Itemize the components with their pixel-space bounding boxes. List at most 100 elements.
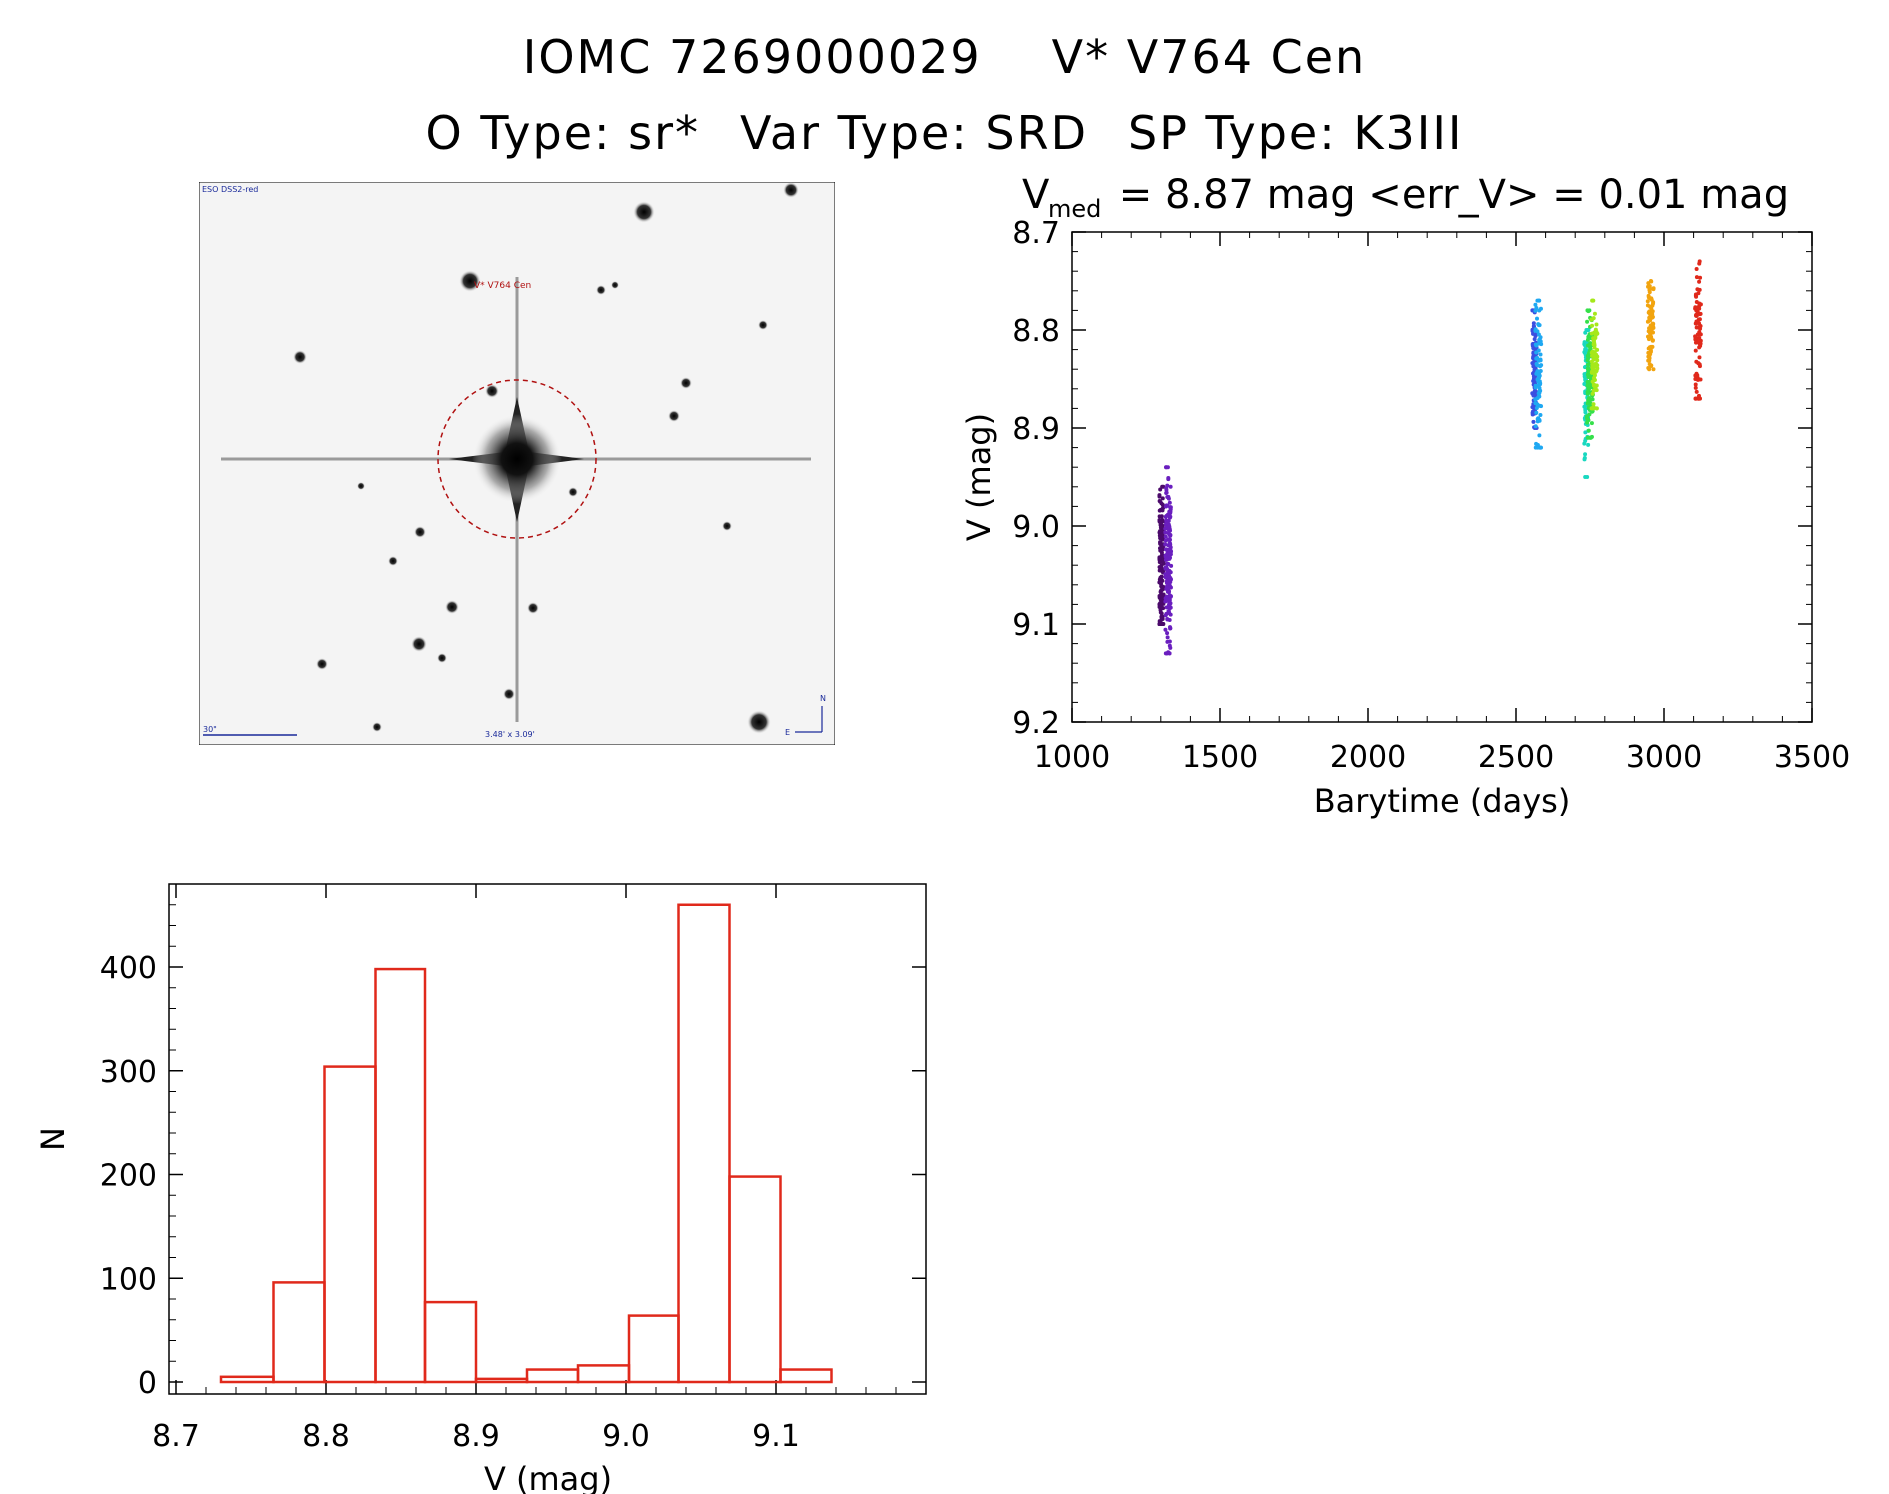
- lc-point: [1157, 594, 1162, 599]
- lc-point: [1694, 319, 1699, 324]
- lc-xtick-label: 1500: [1182, 740, 1258, 775]
- lc-point: [1531, 324, 1536, 329]
- lc-point: [1167, 602, 1172, 607]
- lc-point: [1160, 584, 1165, 589]
- lc-ytick-label: 9.2: [1012, 706, 1060, 741]
- lc-point: [1694, 389, 1699, 394]
- lc-point: [1647, 315, 1652, 320]
- lc-point: [1537, 298, 1542, 303]
- lc-point: [1594, 331, 1599, 336]
- lc-point: [1695, 339, 1700, 344]
- lc-point: [1536, 379, 1541, 384]
- target-label: V* V764 Cen: [474, 281, 531, 291]
- hist-bar: [323, 1065, 377, 1384]
- hist-xtick-label: 9.0: [602, 1419, 650, 1454]
- hist-bar: [728, 1175, 782, 1384]
- lc-point: [1590, 391, 1595, 396]
- lc-point: [1538, 339, 1543, 344]
- lc-point: [1649, 296, 1654, 301]
- hist-ytick-label: 300: [100, 1055, 157, 1090]
- scale-label: 30": [203, 725, 217, 734]
- lc-point: [1159, 574, 1164, 579]
- lc-point: [1538, 352, 1543, 357]
- lc-point: [1168, 484, 1173, 489]
- lc-point: [1539, 445, 1544, 450]
- lc-point: [1697, 396, 1702, 401]
- lc-point: [1586, 333, 1591, 338]
- lc-point: [1533, 424, 1538, 429]
- lc-point: [1167, 524, 1172, 529]
- lc-point: [1165, 521, 1170, 526]
- lc-point: [1168, 514, 1173, 519]
- lc-point: [1168, 545, 1173, 550]
- lc-point: [1166, 590, 1171, 595]
- lc-point: [1163, 538, 1168, 543]
- lc-point: [1537, 323, 1542, 328]
- hist-bar: [576, 1364, 631, 1384]
- lc-point: [1539, 363, 1544, 368]
- lc-point: [1534, 405, 1539, 410]
- lc-point: [1164, 490, 1169, 495]
- lc-point: [1693, 385, 1698, 390]
- field-star: [293, 350, 307, 364]
- lc-point: [1535, 402, 1540, 407]
- lc-point: [1587, 385, 1592, 390]
- lc-ytick-label: 8.8: [1012, 314, 1060, 349]
- hist-bar: [374, 967, 427, 1384]
- lc-title-v: V: [1022, 172, 1050, 218]
- lc-point: [1166, 476, 1171, 481]
- field-star: [411, 636, 427, 652]
- lc-point: [1160, 524, 1165, 529]
- lc-point: [1531, 364, 1536, 369]
- lc-point: [1647, 356, 1652, 361]
- lc-point: [1591, 388, 1596, 393]
- lc-point: [1160, 484, 1165, 489]
- hist-bar: [525, 1368, 580, 1384]
- field-size-label: 3.48' x 3.09': [485, 730, 535, 739]
- hist-ytick-label: 100: [100, 1262, 157, 1297]
- lc-ytick-label: 9.1: [1012, 608, 1060, 643]
- lc-point: [1157, 494, 1162, 499]
- hist-ytick-label: 0: [138, 1366, 157, 1401]
- lc-point: [1537, 385, 1542, 390]
- lc-point: [1538, 412, 1543, 417]
- lc-point: [1166, 527, 1171, 532]
- lc-point: [1530, 410, 1535, 415]
- field-star: [668, 410, 680, 422]
- field-star: [485, 384, 499, 398]
- light-curve-title: V med = 8.87 mag <err_V> = 0.01 mag: [1022, 172, 1789, 223]
- lc-point: [1693, 334, 1698, 339]
- lc-point: [1163, 572, 1168, 577]
- lc-point: [1533, 302, 1538, 307]
- lc-point: [1585, 337, 1590, 342]
- field-star: [783, 182, 799, 198]
- lc-point: [1649, 279, 1654, 284]
- lc-point: [1537, 433, 1542, 438]
- lc-point: [1651, 301, 1656, 306]
- lc-point: [1168, 570, 1173, 575]
- lc-point: [1648, 323, 1653, 328]
- lc-point: [1585, 475, 1590, 479]
- lc-point: [1591, 402, 1596, 407]
- lc-point: [1166, 496, 1171, 501]
- lc-point: [1646, 337, 1651, 342]
- hist-bar: [474, 1377, 529, 1384]
- lc-point: [1537, 308, 1542, 313]
- lc-point: [1647, 345, 1652, 350]
- hist-xtick-label: 8.8: [302, 1419, 350, 1454]
- lc-point: [1164, 584, 1169, 589]
- lc-point: [1585, 362, 1590, 367]
- lc-point: [1586, 370, 1591, 375]
- lc-point: [1590, 397, 1595, 402]
- lc-point: [1586, 309, 1591, 314]
- lc-point: [1168, 507, 1173, 512]
- field-star: [414, 526, 426, 538]
- lc-xtick-label: 3000: [1626, 740, 1702, 775]
- lc-ylabel: V (mag): [960, 413, 998, 541]
- lc-point: [1693, 396, 1698, 401]
- lc-point: [1532, 392, 1537, 397]
- hist-bar: [423, 1300, 478, 1384]
- lc-point: [1693, 382, 1698, 387]
- lc-point: [1538, 369, 1543, 374]
- field-star: [372, 722, 382, 732]
